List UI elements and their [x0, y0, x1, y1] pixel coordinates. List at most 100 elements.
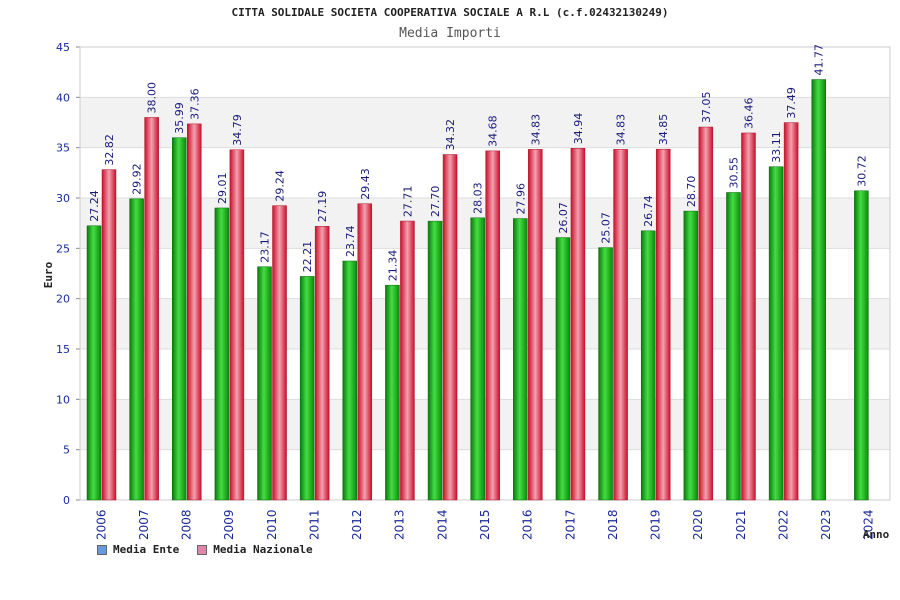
bar	[187, 123, 202, 501]
x-tick-label: 2008	[180, 509, 194, 540]
y-tick-label: 10	[56, 393, 70, 406]
x-tick-label: 2006	[94, 509, 108, 540]
bar	[640, 230, 656, 501]
data-label: 29.92	[131, 163, 144, 195]
bar	[854, 190, 869, 501]
legend-label: Media Nazionale	[213, 543, 313, 556]
bar	[513, 218, 528, 501]
bar	[485, 150, 500, 501]
bar	[101, 169, 117, 501]
data-label: 34.83	[615, 114, 628, 146]
y-tick-label: 20	[56, 293, 70, 306]
bar	[570, 148, 586, 501]
plot-border	[79, 46, 891, 501]
data-label: 29.24	[274, 170, 287, 202]
bar	[144, 117, 159, 501]
x-tick-label: 2010	[265, 509, 279, 540]
bar	[528, 149, 543, 501]
data-label: 27.70	[429, 186, 442, 218]
data-label: 37.05	[700, 92, 713, 124]
y-tick-label: 35	[56, 142, 70, 155]
bar	[314, 226, 330, 501]
bar	[172, 137, 187, 501]
x-tick-label: 2014	[435, 509, 449, 540]
y-tick-label: 40	[56, 91, 70, 104]
y-tick-label: 25	[56, 242, 70, 255]
bar	[342, 260, 358, 501]
bar	[555, 237, 571, 501]
data-labels: 27.24 32.82 29.92 38.00 35.99 37.36 29.01 34.79…	[88, 44, 868, 281]
data-label: 27.19	[316, 191, 329, 223]
legend: Media Ente Media Nazionale	[97, 543, 313, 556]
data-label: 28.70	[685, 176, 698, 208]
axes: 0 5 10 15 20 25 30 35 40 45 2006 2007 2008 2009 2010 20…	[56, 41, 891, 540]
data-label: 23.17	[259, 231, 272, 263]
data-label: 22.21	[301, 241, 314, 273]
y-tick-label: 5	[63, 444, 70, 457]
bar	[427, 220, 443, 501]
data-label: 33.11	[770, 131, 783, 163]
data-label: 34.83	[529, 114, 542, 146]
x-tick-label: 2012	[350, 509, 364, 540]
legend-swatch-icon	[197, 544, 208, 555]
bar	[698, 126, 714, 501]
bar	[357, 203, 373, 501]
data-label: 29.43	[359, 168, 372, 200]
bar	[385, 284, 400, 501]
y-tick-label: 30	[56, 192, 70, 205]
data-label: 38.00	[146, 82, 159, 114]
x-axis-label: Anno	[863, 528, 890, 541]
data-label: 32.82	[103, 134, 116, 166]
bar	[86, 225, 102, 501]
x-tick-label: 2017	[563, 509, 577, 540]
data-label: 34.79	[231, 114, 244, 145]
bar	[129, 198, 144, 501]
data-label: 27.24	[88, 190, 101, 222]
data-label: 21.34	[386, 250, 399, 282]
x-tick-label: 2013	[393, 509, 407, 540]
bar	[811, 79, 826, 501]
bar	[214, 207, 230, 501]
chart-subtitle: Media Importi	[399, 26, 501, 41]
bar	[257, 266, 272, 501]
bar	[726, 192, 741, 501]
data-label: 27.96	[514, 183, 527, 215]
data-label: 37.49	[785, 87, 798, 119]
bar	[470, 217, 485, 501]
data-label: 34.68	[487, 115, 500, 147]
data-label: 27.71	[401, 186, 414, 218]
data-label: 30.55	[727, 157, 740, 189]
bar	[783, 122, 799, 501]
data-label: 36.46	[742, 97, 755, 129]
data-label: 34.32	[444, 119, 457, 151]
data-label: 37.36	[188, 88, 201, 120]
legend-item-media-nazionale: Media Nazionale	[197, 543, 313, 556]
y-tick-label: 45	[56, 41, 70, 54]
x-tick-label: 2022	[776, 509, 790, 540]
data-label: 34.85	[657, 114, 670, 146]
x-tick-label: 2021	[734, 509, 748, 540]
data-label: 41.77	[813, 44, 826, 76]
x-tick-label: 2023	[819, 509, 833, 540]
x-tick-label: 2024	[862, 509, 876, 540]
data-label: 28.03	[472, 182, 485, 214]
data-label: 26.07	[557, 202, 570, 234]
bar	[741, 132, 756, 501]
x-tick-label: 2015	[478, 509, 492, 540]
x-tick-label: 2020	[691, 509, 705, 540]
bar	[683, 210, 699, 501]
legend-item-media-ente: Media Ente	[97, 543, 179, 556]
data-label: 30.72	[855, 155, 868, 187]
data-label: 25.07	[600, 212, 613, 244]
bar	[598, 247, 613, 501]
legend-label: Media Ente	[113, 543, 180, 556]
data-label: 29.01	[216, 172, 229, 203]
x-tick-label: 2011	[307, 509, 321, 540]
x-tick-label: 2019	[649, 509, 663, 540]
y-tick-label: 15	[56, 343, 70, 356]
bar	[442, 154, 458, 501]
bar	[272, 205, 287, 501]
chart-title: CITTA SOLIDALE SOCIETA COOPERATIVA SOCIA…	[231, 6, 669, 19]
grid-band	[80, 47, 890, 98]
